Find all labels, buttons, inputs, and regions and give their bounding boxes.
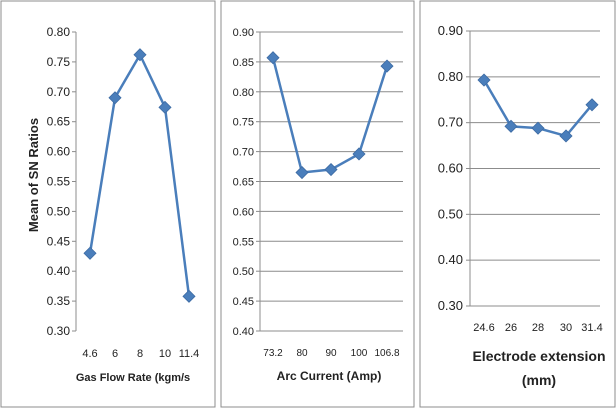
y-tick-label: 0.40 xyxy=(438,252,463,267)
y-tick-labels: 0.80 0.75 0.70 0.65 0.60 0.55 0.50 0.45 0.40 0.35… xyxy=(47,25,71,338)
x-axis-label-line-1: Electrode extension xyxy=(472,348,605,364)
y-tick-label: 0.60 xyxy=(47,145,71,159)
y-tick-label: 0.85 xyxy=(233,57,254,69)
data-point-marker xyxy=(324,162,338,177)
y-tick-label: 0.50 xyxy=(233,266,254,278)
x-tick-label: 90 xyxy=(325,348,337,359)
x-tick-label: 106.8 xyxy=(374,348,399,359)
x-tick-labels: 24.6 26 28 30 31.4 xyxy=(473,322,602,334)
x-tick-labels: 4.6 6 8 10 11.4 xyxy=(82,348,199,360)
y-tick-label: 0.40 xyxy=(47,264,71,278)
data-point-marker xyxy=(266,51,280,65)
series-line xyxy=(477,73,599,143)
x-tick-label: 10 xyxy=(159,348,171,360)
data-point-marker xyxy=(133,48,147,62)
x-tick-label: 31.4 xyxy=(581,322,602,334)
x-tick-label: 6 xyxy=(112,348,118,360)
y-tick-label: 0.70 xyxy=(438,115,463,130)
gridlines xyxy=(72,31,76,332)
y-tick-label: 0.60 xyxy=(233,206,254,218)
x-axis-label: Gas Flow Rate (kgm/s xyxy=(76,372,190,384)
y-tick-label: 0.75 xyxy=(47,55,71,69)
y-axis-label: Mean of SN Ratios xyxy=(26,118,41,232)
data-point-marker xyxy=(380,59,394,73)
y-tick-label: 0.90 xyxy=(438,23,463,38)
data-point-marker xyxy=(182,289,196,303)
y-tick-label: 0.80 xyxy=(47,25,71,39)
x-tick-labels: 73.2 80 90 100 106.8 xyxy=(263,348,400,359)
data-point-marker xyxy=(504,119,518,133)
y-tick-label: 0.30 xyxy=(438,298,463,313)
x-tick-label: 30 xyxy=(560,322,572,334)
y-tick-label: 0.45 xyxy=(47,234,71,248)
x-tick-label: 11.4 xyxy=(179,348,200,360)
y-tick-label: 0.55 xyxy=(47,175,71,189)
y-tick-label: 0.90 xyxy=(233,27,254,39)
data-point-marker xyxy=(83,246,97,260)
data-point-marker xyxy=(108,91,122,105)
y-tick-label: 0.60 xyxy=(438,161,463,176)
x-tick-label: 73.2 xyxy=(263,348,283,359)
panel-frame-electrode xyxy=(419,0,616,408)
chart-electrode-extension: 0.90 0.80 0.70 0.60 0.50 0.40 0.30 24.6 26 28 30 3… xyxy=(438,23,606,388)
y-tick-label: 0.55 xyxy=(233,236,254,248)
x-axis-label-line-2: (mm) xyxy=(522,372,556,388)
panel-frame-arc-current xyxy=(220,0,415,408)
x-tick-label: 28 xyxy=(532,322,544,334)
y-tick-label: 0.45 xyxy=(233,296,254,308)
data-point-marker xyxy=(158,100,172,114)
x-tick-label: 26 xyxy=(505,322,517,334)
data-point-marker xyxy=(531,121,545,135)
y-tick-label: 0.35 xyxy=(47,294,71,308)
y-tick-label: 0.65 xyxy=(233,177,254,189)
chart-gas-flow-rate: 0.80 0.75 0.70 0.65 0.60 0.55 0.50 0.45 0.40 0.35… xyxy=(26,25,199,384)
y-tick-labels: 0.90 0.85 0.80 0.75 0.70 0.65 0.60 0.55 0.50 0.45… xyxy=(233,27,254,338)
data-point-marker xyxy=(295,165,309,180)
chart-arc-current: 0.90 0.85 0.80 0.75 0.70 0.65 0.60 0.55 0.50 0.45… xyxy=(233,27,403,383)
y-tick-label: 0.80 xyxy=(438,69,463,84)
x-tick-label: 8 xyxy=(137,348,143,360)
data-point-marker xyxy=(585,98,599,112)
y-tick-label: 0.70 xyxy=(47,85,71,99)
y-tick-labels: 0.90 0.80 0.70 0.60 0.50 0.40 0.30 xyxy=(438,23,463,313)
gridlines xyxy=(256,31,403,332)
y-tick-label: 0.65 xyxy=(47,115,71,129)
y-tick-label: 0.70 xyxy=(233,147,254,159)
panel-frame-gas-flow xyxy=(0,0,216,408)
y-tick-label: 0.80 xyxy=(233,87,254,99)
x-tick-label: 24.6 xyxy=(473,322,494,334)
data-point-marker xyxy=(477,73,491,87)
data-point-marker xyxy=(559,129,573,143)
y-tick-label: 0.75 xyxy=(233,117,254,129)
x-tick-label: 100 xyxy=(351,348,368,359)
series-line xyxy=(266,51,394,180)
y-tick-label: 0.50 xyxy=(438,206,463,221)
x-tick-label: 80 xyxy=(296,348,308,359)
series-line xyxy=(83,48,196,303)
x-tick-label: 4.6 xyxy=(82,348,97,360)
y-tick-label: 0.30 xyxy=(47,324,71,338)
y-tick-label: 0.40 xyxy=(233,326,254,338)
y-tick-label: 0.50 xyxy=(47,204,71,218)
data-point-marker xyxy=(352,147,366,161)
x-axis-label: Arc Current (Amp) xyxy=(277,369,382,383)
